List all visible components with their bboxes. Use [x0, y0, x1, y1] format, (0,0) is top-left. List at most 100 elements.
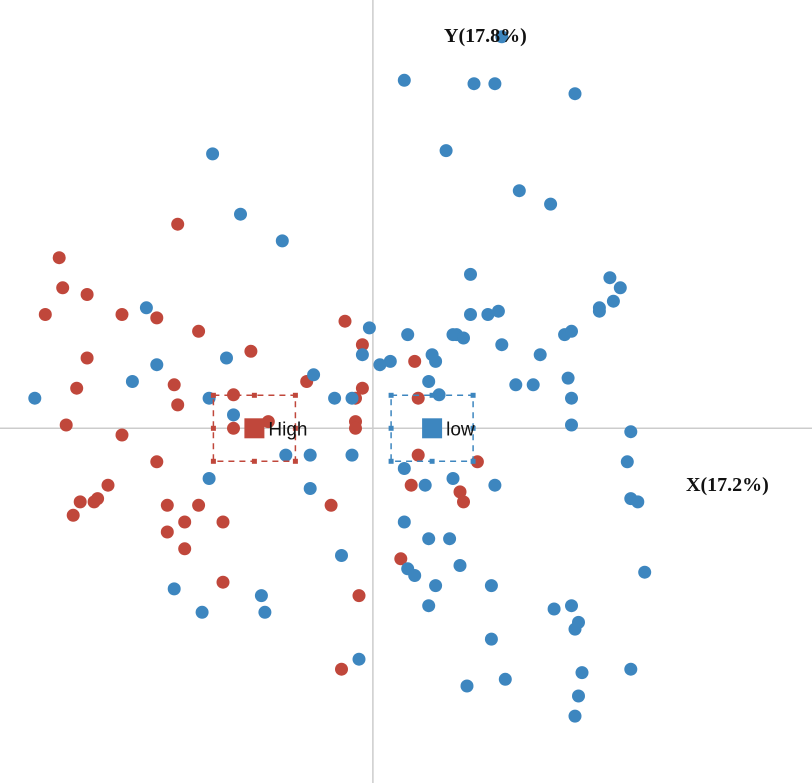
data-point-high [73, 495, 87, 509]
data-point-low [383, 354, 397, 368]
y-axis-title: Y(17.8%) [444, 25, 527, 47]
data-point-low [397, 73, 411, 87]
data-point-high [171, 217, 185, 231]
data-point-high [178, 515, 192, 529]
data-point-low [457, 331, 470, 345]
data-point-high [150, 455, 164, 469]
data-point-low [495, 30, 509, 44]
data-point-low [620, 455, 634, 469]
centroid-low: low [388, 392, 476, 464]
data-point-high [324, 498, 338, 512]
data-point-low [453, 559, 467, 572]
data-point-low [401, 328, 415, 342]
data-point-low [362, 321, 376, 335]
data-point-low [275, 234, 289, 248]
selection-handle [292, 425, 298, 431]
data-point-low [227, 408, 240, 422]
data-point-low [206, 147, 220, 161]
data-point-high [192, 498, 206, 512]
data-point-low [335, 549, 348, 562]
data-point-high [59, 418, 73, 432]
data-point-low [464, 267, 477, 281]
data-point-high [115, 428, 129, 442]
data-point-high [453, 485, 467, 499]
data-point-high [66, 508, 80, 522]
data-point-low [439, 144, 453, 158]
data-point-high [261, 415, 275, 429]
data-point-low [303, 482, 317, 495]
data-point-low [592, 304, 606, 318]
centroid-marker-high [244, 418, 265, 439]
data-point-low [568, 622, 582, 636]
group-label-low: low [446, 419, 475, 440]
data-point-low [495, 338, 509, 352]
data-point-low [422, 532, 436, 546]
data-point-low [258, 605, 272, 619]
data-point-low [572, 689, 585, 703]
data-point-high [244, 344, 258, 358]
data-point-high [352, 589, 366, 603]
data-point-high [404, 478, 418, 492]
data-point-low [418, 478, 432, 492]
data-point-high [178, 542, 192, 556]
data-point-low [606, 294, 620, 308]
data-point-high [355, 381, 369, 395]
data-point-high [457, 495, 470, 509]
data-point-low [328, 391, 342, 405]
data-point-low [526, 378, 540, 392]
data-point-low [408, 569, 422, 582]
data-point-low [443, 532, 457, 546]
data-point-low [446, 472, 460, 485]
data-point-high [216, 515, 230, 529]
selection-handle [388, 425, 394, 431]
data-point-high [150, 311, 164, 325]
data-point-high [394, 552, 408, 566]
data-point-low [167, 582, 181, 596]
data-point-low [624, 425, 638, 439]
data-point-low [484, 632, 498, 646]
selection-handle [470, 425, 476, 431]
data-point-high [470, 455, 484, 469]
data-point-low [446, 328, 460, 342]
data-point-high [171, 398, 185, 412]
data-point-low [533, 348, 547, 362]
data-point-low [547, 602, 561, 616]
selection-handle [470, 392, 476, 398]
data-point-low [498, 672, 512, 686]
data-point-low [279, 448, 293, 462]
selection-handle [292, 392, 298, 398]
data-point-high [56, 281, 70, 295]
data-point-low [491, 304, 505, 318]
data-point-high [87, 495, 101, 509]
data-point-high [160, 498, 174, 512]
data-point-low [631, 495, 645, 509]
data-point-low [345, 391, 359, 405]
data-point-low [568, 709, 582, 723]
data-point-high [70, 381, 84, 395]
data-point-low [307, 368, 321, 382]
data-point-low [397, 515, 411, 529]
data-point-low [484, 579, 498, 593]
data-point-high [227, 421, 240, 435]
data-point-high [411, 391, 425, 405]
data-point-low [464, 308, 477, 321]
data-point-low [488, 478, 502, 492]
data-point-low [422, 375, 436, 388]
selection-handle [429, 392, 435, 398]
data-point-high [80, 351, 94, 365]
points-layer [28, 30, 652, 723]
data-point-low [150, 358, 164, 372]
selection-handle [210, 458, 216, 464]
data-point-low [603, 271, 617, 285]
data-point-high [411, 448, 425, 462]
data-point-high [227, 388, 240, 402]
data-point-low [467, 77, 481, 91]
data-point-high [192, 324, 206, 338]
data-point-high [52, 251, 66, 265]
centroid-high: High [210, 392, 307, 464]
selection-handle [251, 392, 257, 398]
data-point-high [115, 308, 129, 321]
data-point-low [509, 378, 523, 392]
data-point-high [216, 575, 230, 589]
centroid-layer: High low [210, 392, 476, 464]
